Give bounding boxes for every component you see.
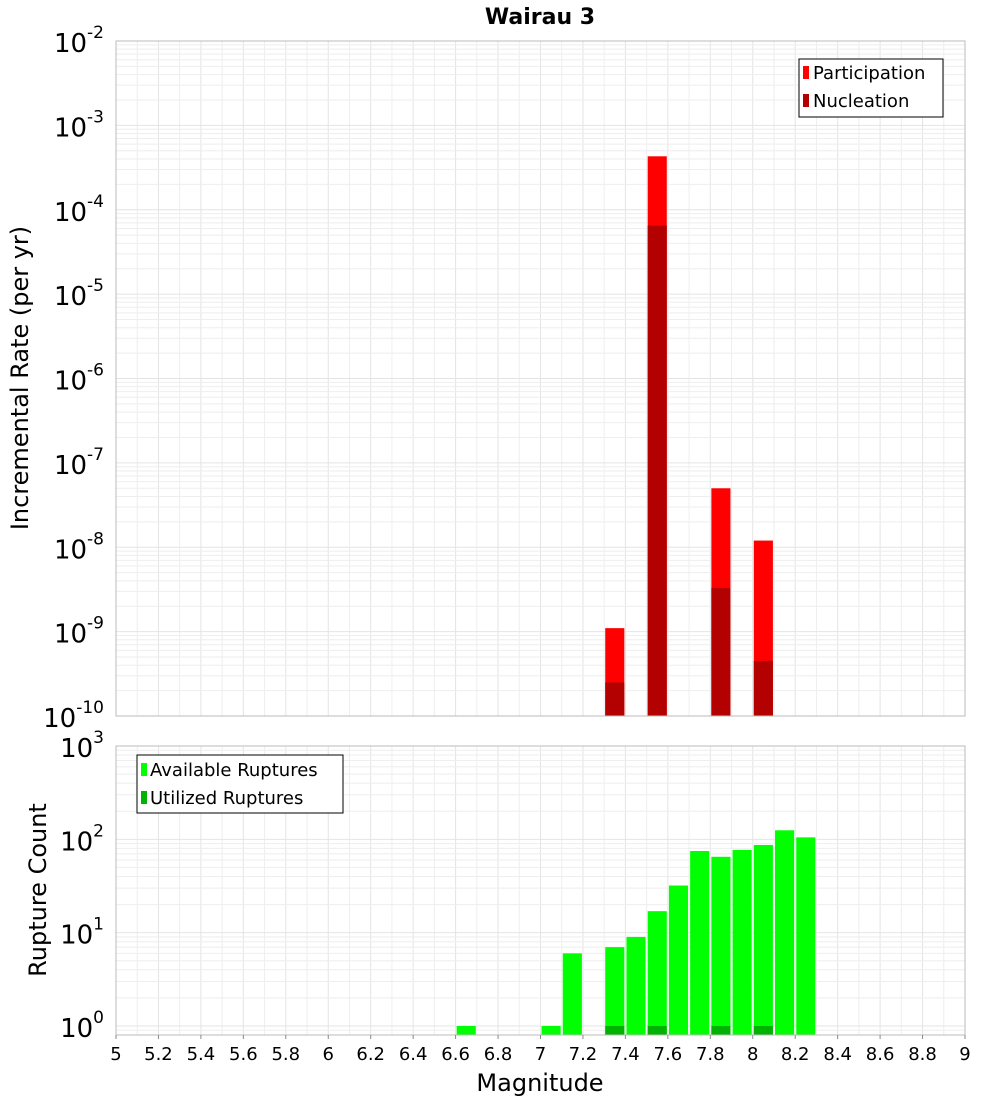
magnitude-x-tick-label: 7.4 [611,1044,640,1065]
rate-bars [605,156,773,717]
magnitude-x-tick-label: 5.8 [271,1044,300,1065]
count-y-tick-label: 102 [60,821,104,857]
count-panel: 103 102 101 100 5 5.2 5.4 5.6 5.8 6 6.2 6.4 6.6 6.8 7… [24,728,971,1097]
rate-nucleation-bar [647,225,667,716]
rate-nucleation-bar [605,682,625,716]
count-y-ticks: 103 102 101 100 [60,728,104,1044]
rate-nucleation-bar [753,660,773,716]
rate-y-tick-label: 10-8 [54,529,104,565]
magnitude-x-tick-label: 7.8 [696,1044,725,1065]
available-legend-swatch [141,763,147,776]
magnitude-x-axis-label: Magnitude [476,1069,603,1097]
count-available-ruptures-bar [690,850,710,1035]
count-utilized-ruptures-bar [711,1026,731,1035]
count-available-ruptures-bar [775,830,795,1035]
rate-y-tick-label: 10-6 [54,361,104,397]
magnitude-x-tick-label: 8.6 [866,1044,895,1065]
nucleation-legend-swatch [803,94,809,107]
rate-nucleation-bar [711,587,731,716]
magnitude-x-tick-label: 8.8 [908,1044,937,1065]
count-utilized-ruptures-bar [605,1026,625,1035]
magnitude-x-tick-label: 8 [747,1044,758,1065]
count-utilized-ruptures-bar [753,1026,773,1035]
magnitude-x-tick-label: 9 [959,1044,970,1065]
count-y-tick-label: 101 [60,915,104,951]
count-available-ruptures-bar [626,936,646,1035]
magnitude-x-tick-label: 6.2 [356,1044,385,1065]
rate-y-tick-label: 10-5 [54,276,104,312]
magnitude-x-tick-label: 5.2 [144,1044,173,1065]
count-available-ruptures-bar [541,1026,561,1035]
count-available-ruptures-bar [732,849,752,1035]
count-utilized-ruptures-bar [647,1026,667,1035]
count-legend: Available Ruptures Utilized Ruptures [136,754,344,814]
rate-legend: Participation Nucleation [798,58,944,118]
nucleation-legend-label: Nucleation [813,91,909,112]
rate-y-tick-label: 10-3 [54,107,104,143]
magnitude-x-tick-label: 7.2 [569,1044,598,1065]
count-available-ruptures-bar [796,837,816,1035]
participation-legend-label: Participation [813,63,925,84]
count-available-ruptures-bar [456,1026,476,1035]
count-legend-box [136,754,344,814]
utilized-legend-swatch [141,791,147,804]
rate-y-tick-label: 10-2 [54,23,104,59]
magnitude-x-tick-label: 7 [535,1044,546,1065]
count-bars [456,830,816,1035]
rate-y-tick-label: 10-7 [54,445,104,481]
chart-title: Wairau 3 [485,5,595,30]
available-legend-label: Available Ruptures [150,760,318,781]
magnitude-x-tick-label: 6 [323,1044,334,1065]
count-available-ruptures-bar [562,953,582,1035]
rate-y-tick-label: 10-9 [54,614,104,650]
magnitude-x-tick-label: 5 [110,1044,121,1065]
count-y-tick-label: 100 [60,1008,104,1044]
count-available-ruptures-bar [753,844,773,1035]
magnitude-x-tick-label: 5.4 [187,1044,216,1065]
rate-y-tick-label: 10-10 [43,698,104,734]
magnitude-x-tick-label: 8.2 [781,1044,810,1065]
count-available-ruptures-bar [605,947,625,1035]
participation-legend-swatch [803,66,809,79]
magnitude-x-tick-label: 6.8 [484,1044,513,1065]
utilized-legend-label: Utilized Ruptures [150,788,303,809]
magnitude-x-tick-label: 6.4 [399,1044,428,1065]
count-available-ruptures-bar [647,911,667,1035]
magnitude-x-tick-label: 8.4 [823,1044,852,1065]
magnitude-x-tick-label: 5.6 [229,1044,258,1065]
rate-plot-frame [115,40,966,717]
rate-y-axis-label: Incremental Rate (per yr) [6,226,34,530]
rate-legend-box [798,58,944,118]
count-y-axis-label: Rupture Count [24,803,52,977]
magnitude-x-ticks: 5 5.2 5.4 5.6 5.8 6 6.2 6.4 6.6 6.8 7 7.2 7.4 7.6 7.8 8… [110,1035,971,1065]
rate-grid [115,41,966,717]
magnitude-x-tick-label: 7.6 [654,1044,683,1065]
count-y-tick-label: 103 [60,728,104,764]
rate-y-tick-label: 10-4 [54,192,104,228]
count-available-ruptures-bar [711,856,731,1035]
rate-y-ticks: 10-2 10-3 10-4 10-5 10-6 10-7 10-8 10-9 10-10 [43,23,104,734]
rate-panel: 10-2 10-3 10-4 10-5 10-6 10-7 10-8 10-9 10-10 In… [6,23,966,734]
count-available-ruptures-bar [668,885,689,1035]
magnitude-x-tick-label: 6.6 [441,1044,470,1065]
